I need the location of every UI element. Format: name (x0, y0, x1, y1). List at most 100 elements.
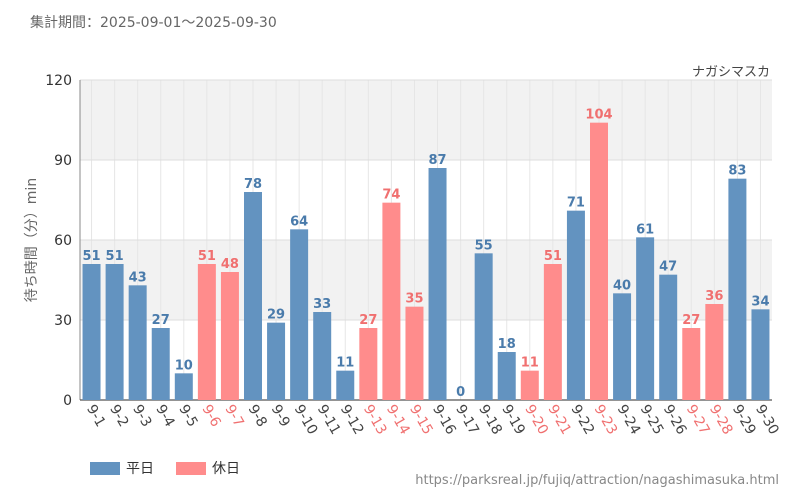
x-tick-label-9-9: 9-9 (268, 402, 293, 430)
value-label-9-4: 27 (152, 313, 170, 328)
x-tick-label-9-18: 9-18 (475, 402, 505, 438)
bar-9-29 (728, 178, 747, 400)
x-tick-label-9-24: 9-24 (614, 402, 644, 438)
x-tick-label-9-13: 9-13 (360, 402, 390, 438)
legend-item-weekday: 平日 (90, 458, 154, 478)
value-label-9-1: 51 (82, 249, 100, 264)
x-tick-label-9-30: 9-30 (752, 402, 782, 438)
value-label-9-24: 40 (613, 278, 631, 293)
bar-9-16 (428, 168, 447, 400)
x-tick-label-9-4: 9-4 (152, 402, 177, 430)
bar-9-28 (705, 304, 724, 400)
x-tick-label-9-20: 9-20 (521, 402, 551, 438)
x-tick-label-9-8: 9-8 (245, 402, 270, 430)
wait-time-chart: 0 30 60 90 120 待ち時間（分）min 51 9-1 51 9-2 43 9-3 27 9-4… (24, 73, 782, 438)
value-label-9-17: 0 (456, 385, 465, 400)
bar-9-21 (543, 264, 562, 400)
value-label-9-10: 64 (290, 214, 308, 229)
x-tick-label-9-10: 9-10 (291, 402, 321, 438)
bar-9-22 (566, 210, 585, 400)
value-label-9-9: 29 (267, 308, 285, 323)
x-tick-label-9-16: 9-16 (429, 402, 459, 438)
x-tick-label-9-26: 9-26 (660, 402, 690, 438)
x-tick-label-9-23: 9-23 (591, 402, 621, 438)
legend-label-weekday: 平日 (126, 461, 154, 477)
value-label-9-26: 47 (659, 260, 677, 275)
plot-band (80, 160, 772, 240)
plot-band (80, 80, 772, 160)
x-tick-label-9-12: 9-12 (337, 402, 367, 438)
value-label-9-8: 78 (244, 177, 262, 192)
chart-legend: 平日 休日 (90, 458, 240, 478)
x-tick-label-9-14: 9-14 (383, 402, 413, 438)
bar-9-18 (474, 253, 493, 400)
x-tick-label-9-21: 9-21 (544, 402, 574, 438)
bar-9-23 (590, 122, 608, 401)
bar-9-9 (267, 322, 286, 400)
value-label-9-5: 10 (175, 358, 193, 373)
bar-9-26 (659, 274, 678, 400)
bar-9-11 (313, 312, 332, 400)
x-tick-label-9-1: 9-1 (83, 402, 108, 430)
bar-9-1 (82, 264, 101, 400)
x-tick-label-9-29: 9-29 (729, 402, 759, 438)
value-label-9-6: 51 (198, 249, 216, 264)
x-tick-label-9-7: 9-7 (221, 402, 246, 430)
y-tick-label: 0 (63, 393, 72, 409)
value-label-9-14: 74 (382, 188, 400, 203)
legend-item-holiday: 休日 (176, 458, 240, 478)
bar-9-3 (128, 285, 147, 400)
value-label-9-7: 48 (221, 257, 239, 272)
plot-band (80, 240, 772, 320)
bar-9-8 (244, 192, 262, 400)
value-label-9-13: 27 (359, 313, 377, 328)
bar-9-10 (290, 229, 309, 400)
plot-band (80, 320, 772, 400)
bar-9-7 (220, 272, 239, 400)
bar-9-13 (359, 328, 378, 400)
bar-9-25 (636, 237, 655, 400)
value-label-9-25: 61 (636, 222, 654, 237)
bar-9-20 (520, 370, 539, 400)
bar-9-12 (336, 370, 355, 400)
x-tick-label-9-11: 9-11 (314, 402, 344, 438)
bar-9-14 (382, 202, 401, 400)
attraction-name: ナガシマスカ (691, 65, 770, 80)
value-label-9-23: 104 (585, 108, 612, 123)
y-axis-title: 待ち時間（分）min (24, 178, 40, 302)
value-label-9-22: 71 (567, 196, 585, 211)
x-tick-label-9-19: 9-19 (498, 402, 528, 438)
value-label-9-27: 27 (682, 313, 700, 328)
x-tick-label-9-6: 9-6 (198, 402, 223, 430)
legend-swatch-holiday (176, 461, 206, 475)
y-tick-label: 60 (54, 233, 72, 249)
value-label-9-16: 87 (428, 153, 446, 168)
collection-period: 集計期間：2025-09-01～2025-09-30 (30, 15, 277, 31)
x-tick-label-9-27: 9-27 (683, 402, 713, 438)
bar-9-6 (197, 264, 216, 400)
y-tick-label: 120 (45, 73, 72, 89)
value-label-9-12: 11 (336, 356, 354, 371)
value-label-9-3: 43 (129, 270, 147, 285)
value-label-9-11: 33 (313, 297, 331, 312)
value-label-9-15: 35 (405, 292, 423, 307)
bar-9-30 (751, 309, 770, 400)
value-label-9-19: 18 (498, 337, 516, 352)
bar-9-5 (174, 373, 193, 400)
value-label-9-21: 51 (544, 249, 562, 264)
bar-9-15 (405, 306, 424, 400)
x-tick-label-9-5: 9-5 (175, 402, 200, 430)
bar-9-27 (682, 328, 701, 400)
bar-9-4 (151, 328, 170, 400)
x-tick-label-9-15: 9-15 (406, 402, 436, 438)
bar-9-2 (105, 264, 124, 400)
y-tick-label: 30 (54, 313, 72, 329)
value-label-9-20: 11 (521, 356, 539, 371)
legend-swatch-weekday (90, 461, 120, 475)
value-label-9-28: 36 (705, 289, 723, 304)
value-label-9-18: 55 (475, 238, 493, 253)
value-label-9-29: 83 (728, 164, 746, 179)
y-tick-label: 90 (54, 153, 72, 169)
value-label-9-2: 51 (106, 249, 124, 264)
